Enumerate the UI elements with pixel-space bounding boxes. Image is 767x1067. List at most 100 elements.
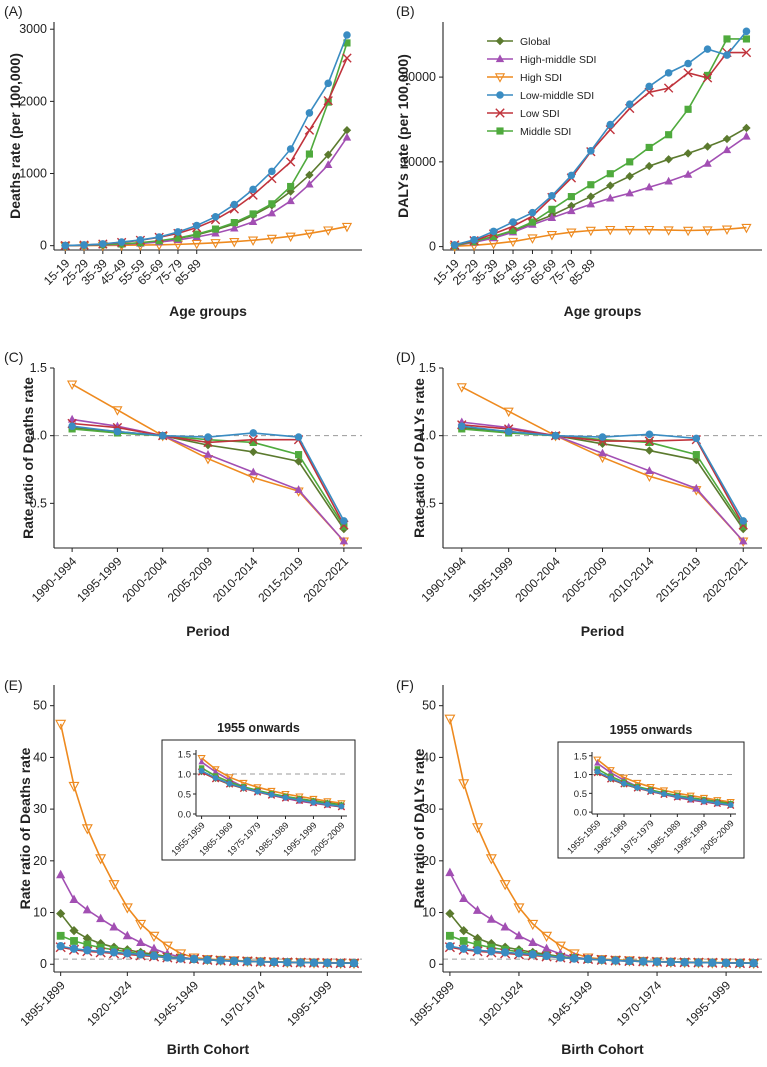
panel-0-point-global-16 (342, 126, 352, 135)
panel-5-point-high-middle-sdi-3 (472, 905, 483, 914)
panel-0-point-high-sdi-9 (210, 239, 221, 249)
panel-1-point-high-sdi-4 (507, 237, 519, 248)
panel-5-point-low-middle-sdi-2 (459, 944, 468, 953)
panel-5-point-middle-sdi-3 (473, 940, 482, 949)
panel-5-point-low-middle-sdi-6 (514, 949, 524, 958)
panel-2-point-low-middle-sdi-7 (340, 517, 348, 525)
y-tick-label: 1.0 (30, 429, 47, 443)
panel-4-point-high-middle-sdi-4 (96, 913, 106, 923)
panel-4-inset-point-low-middle-sdi-1 (198, 767, 205, 774)
panel-1-point-low-middle-sdi-12 (664, 69, 673, 77)
panel-4-point-low-middle-sdi-9 (163, 953, 172, 962)
panel-4-point-low-middle-sdi-6 (123, 949, 132, 958)
panel-0-point-low-middle-sdi-2 (80, 241, 88, 249)
panel-2-point-high-middle-sdi-6 (294, 485, 303, 493)
x-axis-title: Age groups (169, 303, 247, 319)
inset-title: 1955 onwards (217, 721, 300, 735)
panel-0-point-high-sdi-16 (341, 222, 353, 233)
panel-4-point-low-middle-sdi-14 (229, 956, 239, 966)
panel-1-point-global-13 (683, 149, 693, 158)
panel-3-point-low-middle-sdi-5 (645, 430, 654, 439)
x-tick-label: 2015-2019 (653, 554, 704, 605)
panel-0-point-low-middle-sdi-3 (99, 240, 107, 248)
panel-5-point-low-middle-sdi-16 (652, 957, 662, 966)
panel-1-point-high-sdi-10 (624, 225, 635, 236)
panel-2-point-high-sdi-2 (112, 406, 123, 416)
panel-4-inset-point-high-sdi-1 (197, 755, 206, 763)
panel-0-point-low-middle-sdi-13 (286, 145, 295, 153)
panel-3-point-high-sdi-2 (503, 407, 514, 418)
panel-0-point-low-sdi-16 (342, 53, 352, 63)
legend-entry-high-sdi: High SDI (487, 72, 562, 84)
panel-2-series-low-middle-sdi (68, 422, 348, 525)
panel-1-point-high-sdi-11 (644, 225, 655, 236)
panel-label: (C) (4, 349, 23, 365)
panel-5-series-low-middle-sdi (445, 942, 758, 968)
panel-5-point-high-sdi-9 (554, 941, 566, 952)
panel-3-point-high-middle-sdi-5 (645, 466, 654, 475)
x-tick-label: 1920-1924 (476, 978, 527, 1029)
panel-5-inset-point-high-sdi-1 (593, 756, 602, 765)
panel-1-point-low-middle-sdi-7 (567, 171, 576, 180)
panel-1-point-global-14 (703, 142, 712, 151)
panel-2-point-low-middle-sdi-5 (249, 429, 258, 437)
x-tick-label: 1895-1899 (407, 978, 458, 1029)
panel-5-point-low-middle-sdi-23 (749, 959, 758, 968)
panel-1-line-low-middle-sdi (454, 30, 748, 246)
x-tick-label: 2005-2009 (559, 554, 610, 605)
panel-1-point-middle-sdi-10 (626, 158, 634, 166)
y-tick-label: 0 (40, 957, 47, 971)
panel-1-point-high-sdi-14 (702, 226, 713, 236)
panel-2-point-low-middle-sdi-3 (158, 431, 167, 440)
panel-a: (A)010002000300015-1925-2935-3945-4955-5… (4, 3, 362, 319)
panel-5-inset-point-low-middle-sdi-6 (661, 791, 667, 797)
x-axis-title: Birth Cohort (167, 1041, 250, 1057)
panel-0-point-low-middle-sdi-15 (324, 79, 332, 88)
panel-4-point-high-middle-sdi-8 (149, 943, 159, 953)
panel-0-point-high-sdi-11 (247, 236, 259, 247)
panel-0-line-low-middle-sdi (65, 34, 348, 247)
y-tick-label: 0 (429, 957, 436, 971)
panel-0-point-low-middle-sdi-12 (268, 167, 276, 176)
panel-5-point-middle-sdi-1 (445, 931, 454, 940)
panel-1-point-high-middle-sdi-9 (606, 193, 615, 202)
panel-4-point-high-sdi-4 (95, 854, 107, 865)
panel-3-point-low-middle-sdi-1 (457, 422, 466, 430)
inset-title: 1955 onwards (610, 723, 693, 737)
panel-1-point-low-middle-sdi-14 (703, 45, 712, 53)
y-tick-label: 50 (422, 699, 436, 713)
panel-1-point-low-sdi-16 (741, 47, 752, 58)
panel-2-point-low-middle-sdi-2 (113, 427, 122, 436)
panel-5-inset-point-high-sdi-4 (633, 779, 642, 788)
panel-0-series-middle-sdi (61, 39, 351, 250)
panel-4-point-middle-sdi-1 (56, 931, 65, 940)
panel-1-point-low-middle-sdi-3 (489, 227, 498, 236)
x-tick-label: 1995-1999 (683, 978, 734, 1029)
panel-1-point-global-7 (567, 201, 576, 211)
panel-1-point-low-sdi-12 (663, 83, 674, 93)
y-tick-label: 1.0 (419, 429, 436, 443)
panel-2-point-global-5 (249, 447, 258, 457)
panel-1-point-middle-sdi-5 (528, 218, 537, 226)
x-tick-label: 1995-1999 (74, 554, 125, 605)
panel-0-point-low-sdi-15 (323, 95, 333, 106)
x-axis-title: Period (581, 623, 625, 639)
panel-5-point-low-middle-sdi-9 (556, 953, 565, 962)
panel-4-point-low-middle-sdi-21 (323, 958, 332, 968)
panel-0-point-middle-sdi-16 (343, 39, 351, 47)
panel-5-point-low-middle-sdi-21 (721, 958, 731, 968)
x-axis-title: Age groups (564, 303, 642, 319)
panel-0-point-low-middle-sdi-5 (136, 236, 145, 244)
inset: 1955 onwards0.00.51.01.51955-19591965-19… (161, 721, 356, 861)
panel-4-point-high-middle-sdi-1 (56, 869, 66, 879)
panel-5-inset-point-low-middle-sdi-4 (634, 784, 641, 791)
panel-5-point-low-middle-sdi-4 (487, 947, 496, 956)
panel-4-point-high-sdi-3 (81, 824, 93, 835)
panel-1-line-low-sdi (454, 51, 747, 246)
panel-0-point-middle-sdi-9 (211, 225, 220, 233)
y-axis-title: Rate ratio of DALYs rate (411, 748, 427, 908)
panel-0-point-high-sdi-12 (266, 234, 277, 245)
panel-1-point-middle-sdi-13 (684, 105, 692, 113)
panel-5-point-high-sdi-7 (527, 919, 539, 931)
